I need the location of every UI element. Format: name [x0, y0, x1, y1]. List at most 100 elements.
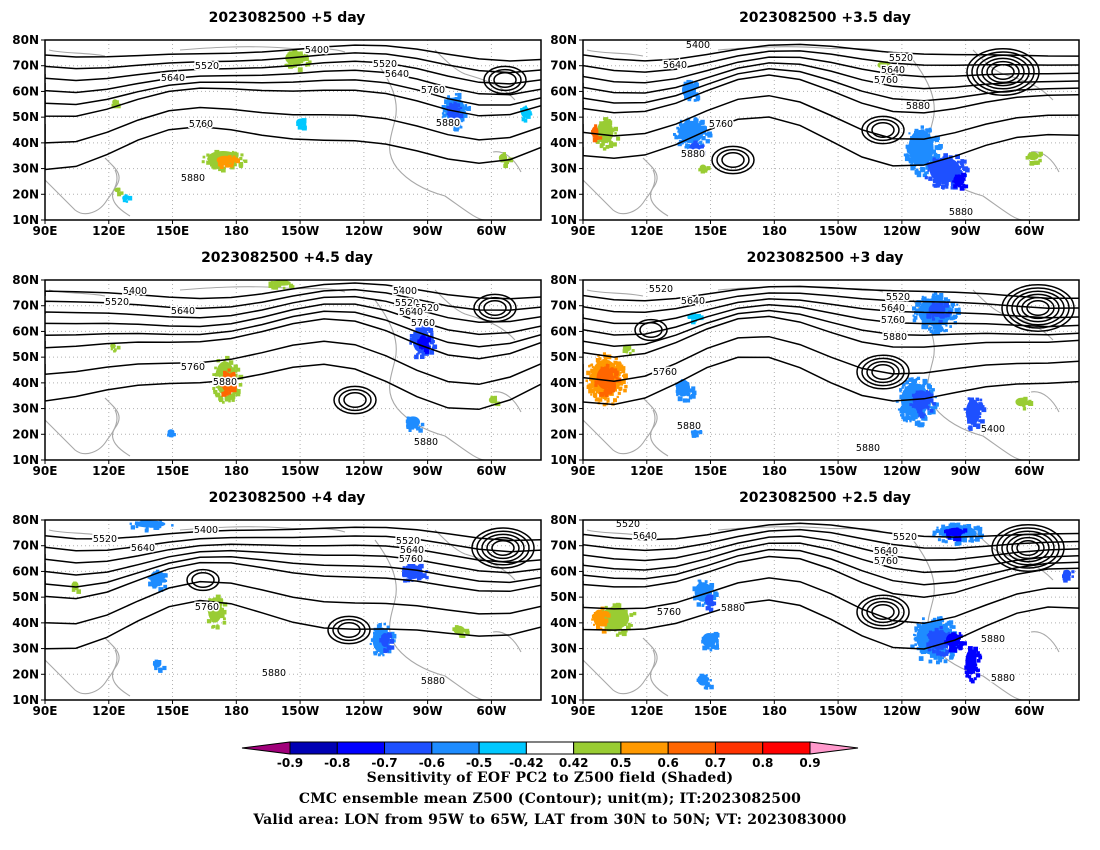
map-frame — [44, 519, 542, 701]
lat-tick-label: 70N — [12, 299, 39, 313]
lat-tick-label: 70N — [12, 59, 39, 73]
lon-tick-label: 120E — [92, 464, 125, 478]
lat-tick-label: 80N — [12, 273, 39, 287]
contour-label: 5760 — [411, 318, 435, 329]
lon-tick-label: 120W — [883, 464, 921, 478]
contour-label: 5880 — [414, 437, 438, 448]
contour-label: 5880 — [681, 149, 705, 160]
caption-line-2: CMC ensemble mean Z500 (Contour); unit(m… — [298, 791, 802, 807]
coastlines — [45, 286, 522, 460]
contour-label: 5760 — [421, 85, 445, 96]
colorbar-label: -0.8 — [324, 756, 350, 770]
gridlines — [583, 520, 1079, 700]
lon-tick-label: 120E — [630, 704, 663, 718]
z500-contours — [45, 282, 541, 415]
contour-label: 5880 — [906, 101, 930, 112]
lat-tick-label: 80N — [550, 33, 577, 47]
contour-label: 5640 — [681, 296, 705, 307]
lat-tick-label: 30N — [550, 402, 577, 416]
lon-tick-label: 60W — [1014, 224, 1044, 238]
lon-tick-label: 90W — [951, 704, 981, 718]
lon-tick-label: 90W — [413, 464, 443, 478]
lat-tick-label: 50N — [12, 110, 39, 124]
lat-tick-label: 10N — [12, 693, 39, 707]
colorbar-label: 0.5 — [610, 756, 631, 770]
contour-label: 5520 — [373, 59, 397, 70]
contour-label: 5640 — [881, 65, 905, 76]
contour-label: 5400 — [194, 525, 218, 536]
lat-tick-label: 30N — [550, 642, 577, 656]
contour-label: 5760 — [653, 367, 677, 378]
colorbar-box — [336, 741, 386, 755]
lat-tick-label: 30N — [12, 402, 39, 416]
lon-tick-label: 180 — [762, 464, 787, 478]
lat-tick-label: 80N — [12, 513, 39, 527]
colorbar-box — [431, 741, 480, 755]
lon-tick-label: 150W — [819, 224, 857, 238]
lon-tick-label: 150E — [694, 224, 727, 238]
colorbar-min-arrow — [241, 741, 291, 755]
contour-label: 5640 — [171, 306, 195, 317]
contour-label: 5640 — [400, 545, 424, 556]
lon-tick-label: 90E — [571, 704, 596, 718]
lat-tick-label: 10N — [550, 693, 577, 707]
sensitivity-shading — [71, 520, 470, 673]
contour-label: 5520 — [195, 61, 219, 72]
z500-contours — [45, 44, 541, 171]
lat-tick-label: 40N — [550, 136, 577, 150]
lat-tick-label: 20N — [550, 187, 577, 201]
lat-tick-label: 20N — [12, 187, 39, 201]
colorbar-label: 0.42 — [559, 756, 589, 770]
panel-title: 2023082500 +4.5 day — [201, 250, 373, 266]
lat-tick-label: 40N — [12, 136, 39, 150]
lat-tick-label: 60N — [550, 324, 577, 338]
colorbar-box — [714, 741, 764, 755]
colorbar-label: -0.9 — [277, 756, 303, 770]
lon-tick-label: 90E — [33, 464, 58, 478]
contour-label: 5400 — [686, 40, 710, 51]
lat-tick-label: 40N — [550, 376, 577, 390]
lat-tick-label: 50N — [12, 350, 39, 364]
panel-title: 2023082500 +2.5 day — [739, 490, 911, 506]
coastlines — [583, 526, 1060, 700]
lat-tick-label: 10N — [550, 213, 577, 227]
map-frame — [582, 279, 1080, 461]
colorbar-label: 0.6 — [658, 756, 679, 770]
lon-tick-label: 60W — [1014, 464, 1044, 478]
contour-label: 5880 — [883, 332, 907, 343]
contour-label: 5880 — [181, 173, 205, 184]
lat-tick-label: 70N — [12, 539, 39, 553]
lon-tick-label: 180 — [224, 704, 249, 718]
coastlines — [45, 46, 522, 220]
lon-tick-label: 120W — [345, 704, 383, 718]
contour-label: 5520 — [649, 284, 673, 295]
sensitivity-shading — [585, 292, 1034, 438]
z500-contours — [583, 284, 1079, 406]
lon-tick-label: 150W — [281, 704, 319, 718]
lat-tick-label: 70N — [550, 539, 577, 553]
lon-tick-label: 90W — [413, 704, 443, 718]
lon-tick-label: 150W — [281, 464, 319, 478]
contour-label: 5880 — [949, 207, 973, 218]
gridlines — [45, 280, 541, 460]
lat-tick-label: 60N — [12, 324, 39, 338]
lon-tick-label: 150E — [156, 224, 189, 238]
z500-contours — [583, 522, 1079, 650]
lon-tick-label: 120W — [345, 464, 383, 478]
lon-tick-label: 60W — [1014, 704, 1044, 718]
lat-tick-label: 50N — [12, 590, 39, 604]
lon-tick-label: 60W — [476, 704, 506, 718]
contour-label: 5880 — [436, 118, 460, 129]
contour-label: 5520 — [889, 53, 913, 64]
